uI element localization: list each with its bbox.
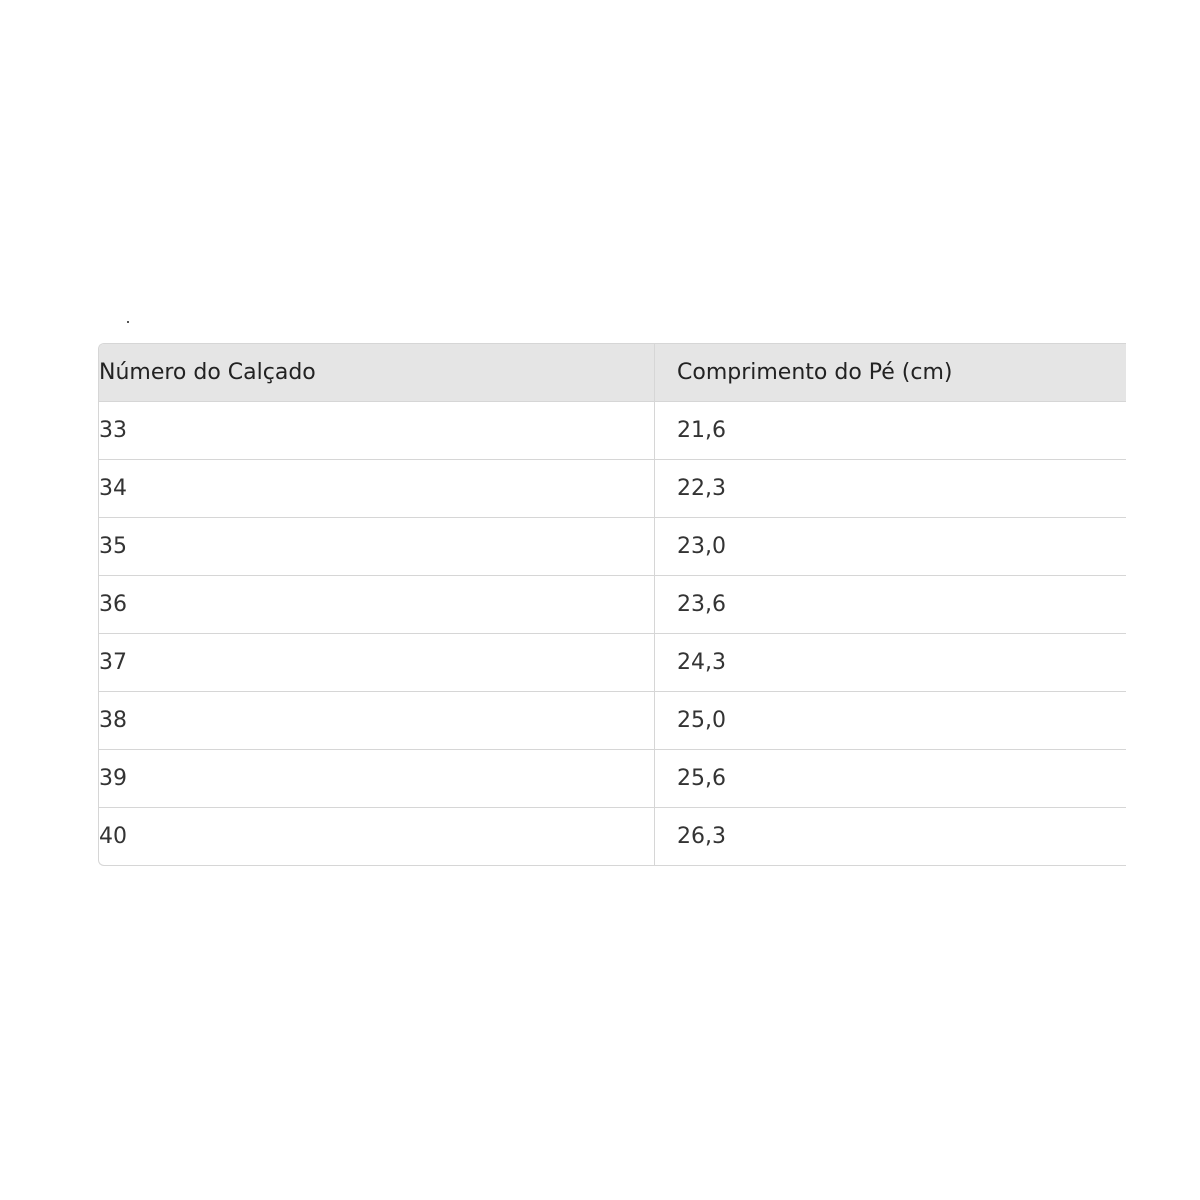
cell-shoe-size: 37 <box>99 633 655 692</box>
header-shoe-size: Número do Calçado <box>99 344 655 402</box>
cell-shoe-size: 33 <box>99 401 655 460</box>
cell-shoe-size: 40 <box>99 807 655 865</box>
cell-foot-length: 26,3 <box>677 824 726 849</box>
table-row: 33 21,6 <box>99 401 1126 460</box>
table-row: 40 26,3 <box>99 807 1126 865</box>
cell-foot-length: 23,0 <box>654 517 1126 576</box>
cell-foot-length: 25,0 <box>654 691 1126 750</box>
cell-shoe-size: 39 <box>99 749 655 808</box>
table-row: 35 23,0 <box>99 517 1126 576</box>
cell-shoe-size: 34 <box>99 459 655 518</box>
cell-foot-length: 21,6 <box>654 401 1126 460</box>
stray-dot <box>127 321 129 323</box>
cell-shoe-size: 35 <box>99 517 655 576</box>
table-row: 36 23,6 <box>99 575 1126 634</box>
cell-shoe-size: 36 <box>99 575 655 634</box>
header-foot-length: Comprimento do Pé (cm) <box>654 344 1126 402</box>
size-table: Número do Calçado Comprimento do Pé (cm)… <box>99 344 1126 865</box>
size-table-container: Número do Calçado Comprimento do Pé (cm)… <box>98 343 1126 866</box>
table-row: 37 24,3 <box>99 633 1126 692</box>
table-header-row: Número do Calçado Comprimento do Pé (cm) <box>99 344 1126 402</box>
cell-foot-length: 24,3 <box>654 633 1126 692</box>
cell-shoe-size: 38 <box>99 691 655 750</box>
table-row: 38 25,0 <box>99 691 1126 750</box>
table-row: 34 22,3 <box>99 459 1126 518</box>
cell-foot-length: 25,6 <box>654 749 1126 808</box>
cell-foot-length: 22,3 <box>654 459 1126 518</box>
table-row: 39 25,6 <box>99 749 1126 808</box>
cell-foot-length: 23,6 <box>654 575 1126 634</box>
